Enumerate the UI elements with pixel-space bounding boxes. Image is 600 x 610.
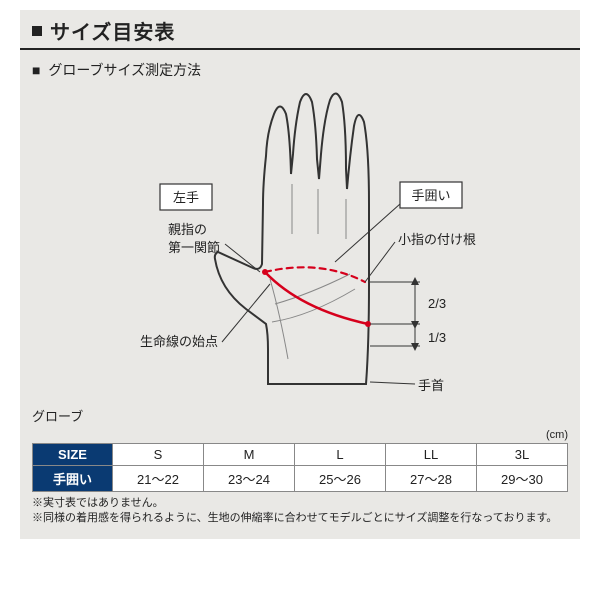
- col-3l: 3L: [477, 444, 568, 466]
- size-table: SIZE S M L LL 3L 手囲い 21〜22 23〜24 25〜26 2…: [32, 443, 568, 492]
- col-l: L: [295, 444, 386, 466]
- left-hand-label: 左手: [173, 190, 199, 205]
- square-icon: ■: [32, 62, 40, 78]
- col-m: M: [204, 444, 295, 466]
- subtitle-text: グローブサイズ測定方法: [48, 62, 201, 78]
- rowhead-size: SIZE: [33, 444, 113, 466]
- val-ll: 27〜28: [386, 466, 477, 492]
- val-m: 23〜24: [204, 466, 295, 492]
- wrist-lead: [370, 382, 415, 384]
- val-l: 25〜26: [295, 466, 386, 492]
- table-label: グローブ: [20, 404, 580, 429]
- thumb-label-1: 親指の: [168, 222, 207, 237]
- notes: ※実寸表ではありません。 ※同様の着用感を得られるように、生地の伸縮率に合わせて…: [20, 492, 580, 539]
- val-3l: 29〜30: [477, 466, 568, 492]
- hand-diagram: 左手 親指の 第一関節 生命線の始点 手囲い 小指の付け根 手首: [20, 84, 580, 404]
- table-row-values: 手囲い 21〜22 23〜24 25〜26 27〜28 29〜30: [33, 466, 568, 492]
- circumference-label: 手囲い: [411, 188, 450, 203]
- wrist-label: 手首: [418, 378, 444, 393]
- rowhead-circ: 手囲い: [33, 466, 113, 492]
- val-s: 21〜22: [113, 466, 204, 492]
- lifeline-label: 生命線の始点: [140, 334, 218, 349]
- col-ll: LL: [386, 444, 477, 466]
- note-1: ※実寸表ではありません。: [32, 496, 568, 511]
- header: サイズ目安表: [20, 10, 580, 50]
- note-2: ※同様の着用感を得られるように、生地の伸縮率に合わせてモデルごとにサイズ調整を行…: [32, 511, 568, 526]
- size-guide-panel: サイズ目安表 ■ グローブサイズ測定方法 左手 親: [20, 10, 580, 539]
- thumb-label-2: 第一関節: [168, 240, 220, 255]
- subtitle-row: ■ グローブサイズ測定方法: [20, 50, 580, 84]
- frac-upper: 2/3: [428, 296, 446, 311]
- pinky-label: 小指の付け根: [398, 232, 476, 247]
- thumb-joint-point: [262, 269, 268, 275]
- page-title: サイズ目安表: [50, 16, 175, 45]
- lower-arrow-bottom: [411, 343, 419, 351]
- col-s: S: [113, 444, 204, 466]
- frac-lower: 1/3: [428, 330, 446, 345]
- header-square-icon: [32, 26, 42, 36]
- upper-arrow-top: [411, 277, 419, 285]
- unit-label: (cm): [20, 429, 580, 443]
- table-row-header: SIZE S M L LL 3L: [33, 444, 568, 466]
